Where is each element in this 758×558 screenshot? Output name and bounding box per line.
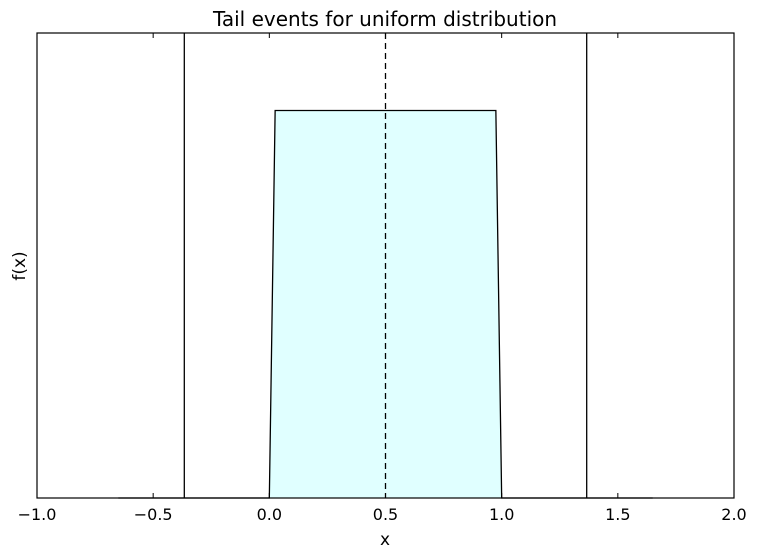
chart-title: Tail events for uniform distribution [212,7,557,31]
x-tick-label: 0.0 [257,505,282,524]
y-axis-label: f(x) [10,251,30,280]
x-axis-label: x [380,530,390,550]
x-tick-label: 2.0 [721,505,746,524]
x-tick-label: −1.0 [18,505,57,524]
plot-area [118,33,653,499]
x-tick-label: 1.0 [489,505,514,524]
x-tick-label: 0.5 [373,505,398,524]
x-tick-label: 1.5 [605,505,630,524]
x-tick-label: −0.5 [134,505,173,524]
x-axis-ticks: −1.0 −0.5 0.0 0.5 1.0 1.5 2.0 [18,33,747,524]
